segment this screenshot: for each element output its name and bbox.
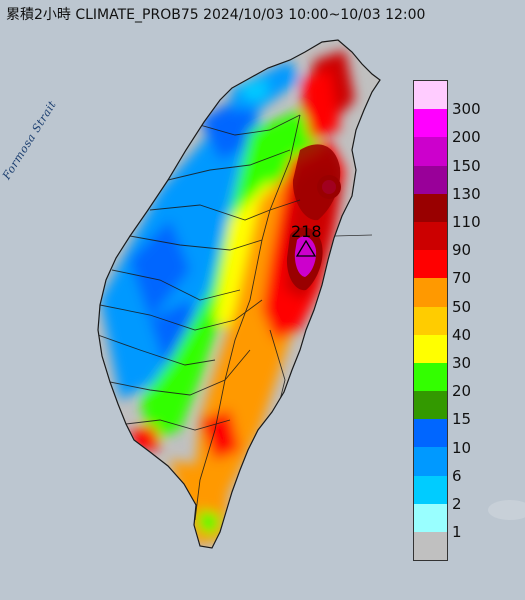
legend-tick-label: 150 (452, 156, 481, 175)
legend-tick-label: 90 (452, 241, 472, 260)
legend-swatch (414, 306, 447, 335)
legend-tick-label: 50 (452, 297, 472, 316)
legend-tick-label: 6 (452, 466, 462, 485)
rainfall-legend-bar (413, 80, 448, 562)
legend-tick-label: 110 (452, 213, 481, 231)
legend-tick-label: 40 (452, 325, 472, 344)
legend-swatch (414, 503, 447, 532)
legend-swatch (414, 391, 447, 420)
legend-tick-label: 20 (452, 382, 472, 401)
coastal-pointer-line (334, 234, 373, 237)
legend-tick-label: 130 (452, 184, 481, 203)
legend-swatch (414, 193, 447, 222)
legend-swatch (414, 81, 447, 110)
legend-tick-label: 2 (452, 495, 462, 513)
legend-swatch (414, 165, 447, 194)
legend-tick-label: 300 (452, 100, 481, 119)
legend-tick-label: 200 (452, 128, 481, 147)
legend-swatch (414, 447, 447, 476)
legend-tick-label: 1 (452, 523, 462, 542)
legend-swatch (414, 475, 447, 504)
max-rainfall-marker-icon (295, 239, 317, 257)
legend-swatch (414, 334, 447, 363)
legend-swatch (414, 137, 447, 166)
legend-swatch (414, 532, 447, 561)
legend-tick-label: 15 (452, 410, 472, 429)
legend-tick-label: 70 (452, 269, 472, 288)
legend-swatch (414, 419, 447, 448)
legend-swatch (414, 250, 447, 279)
legend-swatch (414, 109, 447, 138)
max-rainfall-value: 218 (291, 222, 322, 241)
legend-swatch (414, 221, 447, 251)
rainfall-field (98, 40, 380, 548)
legend-tick-label: 30 (452, 354, 472, 372)
map-title: 累積2小時 CLIMATE_PROB75 2024/10/03 10:00~10… (6, 7, 426, 23)
legend-tick-label: 10 (452, 438, 472, 457)
legend-swatch (414, 362, 447, 392)
county-boundaries (98, 114, 301, 521)
offshore-islet (488, 500, 525, 520)
legend-swatch (414, 278, 447, 307)
